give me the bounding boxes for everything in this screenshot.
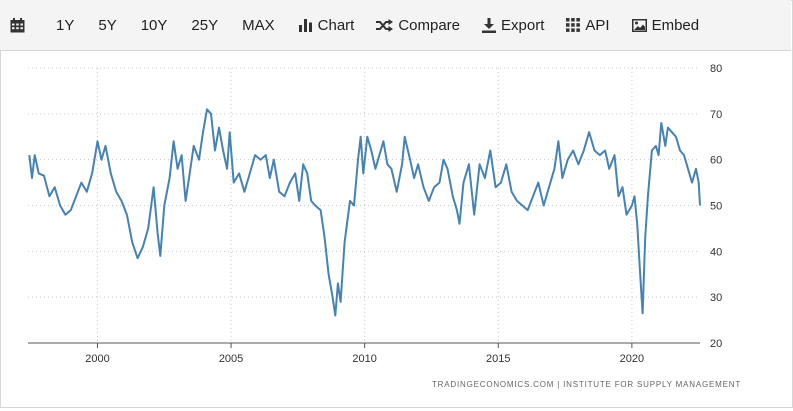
grid-icon <box>566 18 581 32</box>
embed-label: Embed <box>651 16 700 34</box>
y-tick-label: 60 <box>710 155 722 167</box>
embed-button[interactable]: Embed <box>631 16 700 34</box>
export-button[interactable]: Export <box>482 17 544 34</box>
line-chart: 20 30 40 50 60 70 80 2000 2005 2010 2015 2020 <box>28 63 722 365</box>
compare-label: Compare <box>398 16 461 34</box>
x-tick-label: 2015 <box>486 353 510 365</box>
api-button[interactable]: API <box>566 16 610 34</box>
source-attribution[interactable]: TRADINGECONOMICS.COM | INSTITUTE FOR SUP… <box>432 380 742 389</box>
range-25y-button[interactable]: 25Y <box>191 16 219 34</box>
y-tick-label: 70 <box>710 109 722 121</box>
calendar-icon <box>10 17 25 32</box>
range-10y-button[interactable]: 10Y <box>140 16 168 34</box>
x-tick-label: 2000 <box>85 353 109 365</box>
api-label: API <box>585 16 610 34</box>
range-5y-button[interactable]: 5Y <box>98 16 117 34</box>
chart-type-button[interactable]: Chart <box>298 16 355 34</box>
range-1y-button[interactable]: 1Y <box>56 16 75 34</box>
y-tick-label: 80 <box>710 63 722 75</box>
chart-label: Chart <box>317 16 355 34</box>
series-line <box>28 108 701 317</box>
y-tick-label: 30 <box>710 292 722 304</box>
compare-button[interactable]: Compare <box>376 17 460 34</box>
calendar-button[interactable] <box>10 17 30 33</box>
export-label: Export <box>501 16 545 34</box>
x-tick-label: 2010 <box>352 353 376 365</box>
x-tick-label: 2005 <box>219 353 243 365</box>
y-tick-label: 20 <box>710 338 722 350</box>
range-max-button[interactable]: MAX <box>242 16 275 34</box>
y-tick-label: 50 <box>710 201 722 213</box>
chart-area: 20 30 40 50 60 70 80 2000 2005 2010 2015 2020 <box>0 51 791 406</box>
shuffle-icon <box>376 18 394 32</box>
download-icon <box>482 17 497 33</box>
y-tick-label: 40 <box>710 246 722 258</box>
toolbar: 1Y 5Y 10Y 25Y MAX Chart Compare Export <box>0 0 791 51</box>
bar-chart-icon <box>298 18 312 32</box>
image-icon <box>631 18 647 32</box>
x-tick-label: 2020 <box>620 353 644 365</box>
